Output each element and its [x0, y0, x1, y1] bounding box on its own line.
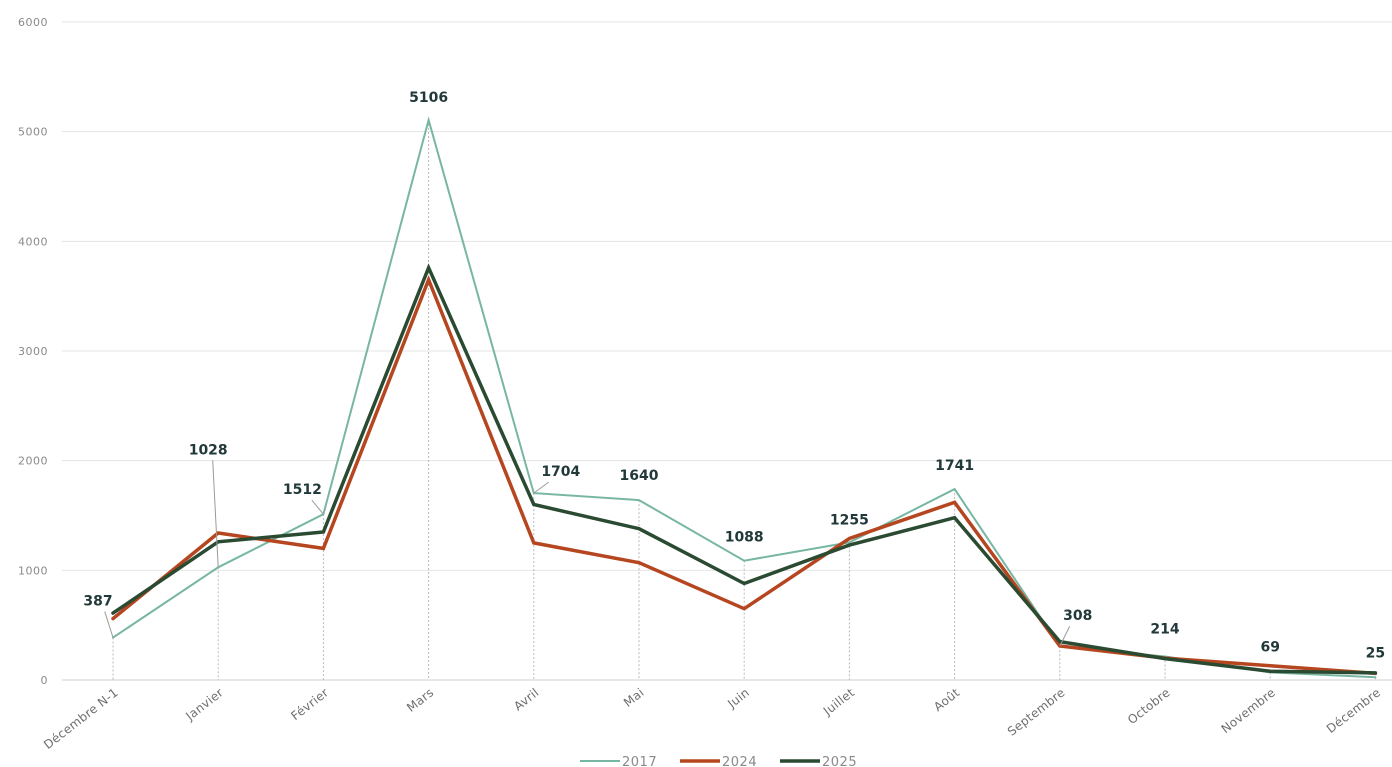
x-tick-label-aout: Août	[931, 685, 962, 714]
category-guide-lines	[112, 120, 1376, 680]
y-tick-label-4000: 4000	[18, 235, 48, 248]
data-label-leader-septembre	[1059, 626, 1071, 647]
y-tick-label-3000: 3000	[18, 345, 48, 358]
y-tick-label-5000: 5000	[18, 126, 48, 139]
data-label-decembre: 25	[1366, 645, 1385, 661]
data-label-janvier: 1028	[189, 442, 228, 458]
data-label-fevrier: 1512	[283, 482, 322, 498]
x-tick-label-janvier: Janvier	[182, 685, 226, 723]
x-tick-label-decembre: Décembre	[1324, 685, 1383, 736]
legend-label-2017: 2017	[622, 755, 657, 767]
data-label-decembre-n-1: 387	[83, 594, 112, 610]
data-label-novembre: 69	[1260, 639, 1279, 655]
x-tick-label-decembre-n-1: Décembre N-1	[41, 685, 121, 752]
data-labels: 387 1028 1512 5106 1704 1640 1088 1255 1741 308 21…	[83, 90, 1385, 661]
x-tick-label-juin: Juin	[724, 685, 752, 711]
x-tick-label-mai: Mai	[621, 685, 647, 710]
data-label-leader-janvier	[212, 460, 219, 568]
data-label-mai: 1640	[620, 468, 659, 484]
legend: 2017 2024 2025	[580, 755, 857, 767]
series-line-2025	[111, 263, 1378, 675]
legend-label-2025: 2025	[822, 755, 857, 767]
y-tick-label-0: 0	[41, 674, 49, 687]
x-tick-label-septembre: Septembre	[1005, 685, 1068, 738]
data-label-leader-decembre-n-1	[104, 611, 114, 638]
data-label-avril: 1704	[541, 464, 580, 480]
series-lines	[111, 116, 1378, 679]
y-tick-label-6000: 6000	[18, 16, 48, 29]
data-label-leader-fevrier	[311, 499, 324, 515]
x-tick-label-avril: Avril	[511, 685, 541, 713]
data-label-aout: 1741	[935, 458, 974, 474]
legend-label-2024: 2024	[722, 755, 757, 767]
x-tick-label-juillet: Juillet	[820, 685, 857, 718]
y-tick-label-1000: 1000	[18, 564, 48, 577]
grid-lines	[62, 21, 1392, 681]
x-tick-label-novembre: Novembre	[1219, 685, 1278, 736]
x-axis-tick-labels: Décembre N-1 Janvier Février Mars Avril Mai Ju…	[41, 685, 1383, 752]
x-tick-label-mars: Mars	[404, 685, 436, 715]
data-label-septembre: 308	[1063, 608, 1092, 624]
data-label-juin: 1088	[725, 530, 764, 546]
data-label-octobre: 214	[1150, 622, 1179, 638]
x-tick-label-fevrier: Février	[288, 685, 331, 723]
y-tick-label-2000: 2000	[18, 455, 48, 468]
data-label-leader-avril	[533, 481, 549, 494]
x-tick-label-octobre: Octobre	[1125, 685, 1173, 727]
y-axis-tick-labels: 0 1000 2000 3000 4000 5000 6000	[18, 16, 48, 687]
data-label-juillet: 1255	[830, 512, 869, 528]
data-label-mars: 5106	[409, 90, 448, 106]
